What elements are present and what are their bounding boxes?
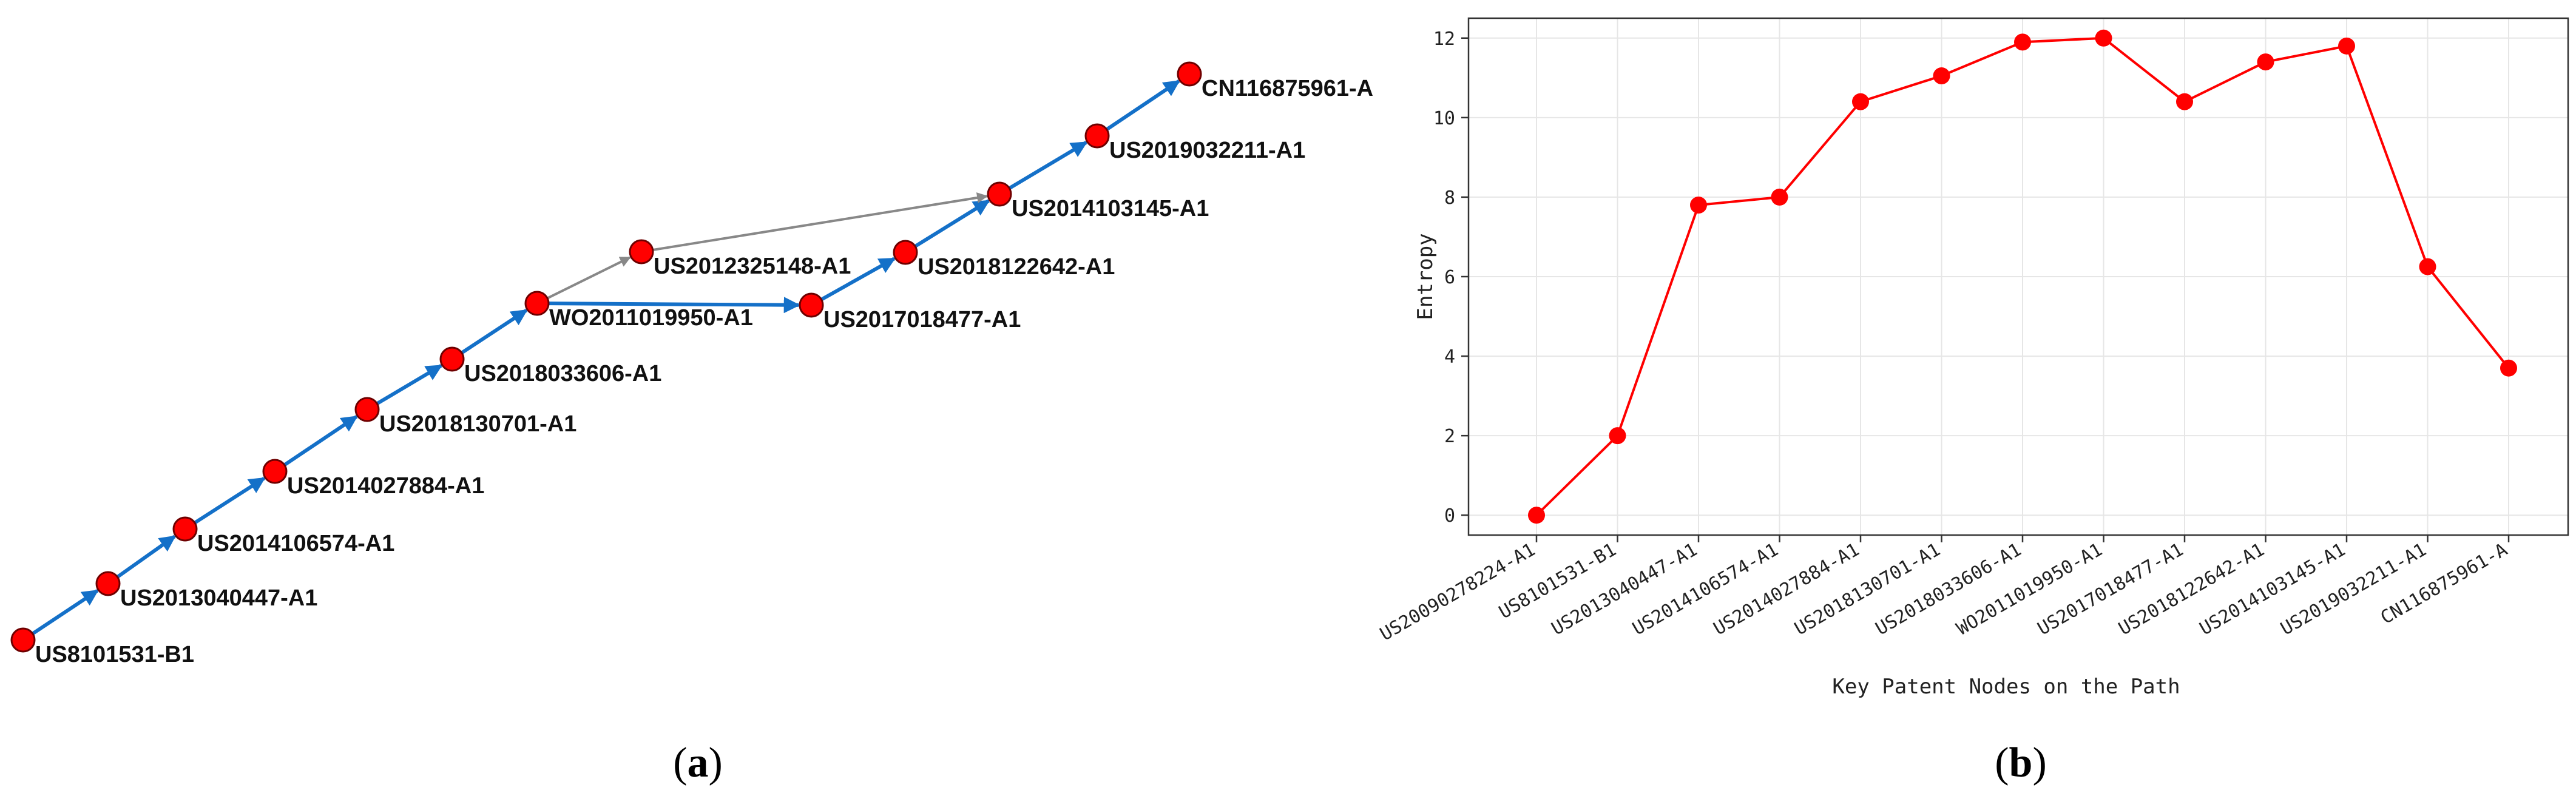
chart-y-ticks: 0 2 4 6 8 10 12 xyxy=(1433,29,1469,527)
entropy-data-point xyxy=(2500,359,2517,377)
network-edge-main xyxy=(116,534,177,579)
network-nodes xyxy=(10,61,1202,653)
chart-x-tick-label: US20090278224-A1 xyxy=(1376,539,1539,645)
chart-x-tick-label: US2017018477-A1 xyxy=(2034,539,2187,640)
network-edge-side xyxy=(652,192,989,251)
entropy-data-point xyxy=(1933,67,1950,85)
entropy-data-point xyxy=(2419,258,2436,275)
entropy-series-points xyxy=(1528,29,2517,524)
chart-y-tick-label: 2 xyxy=(1444,426,1455,447)
network-node-label: US2014103145-A1 xyxy=(1012,196,1209,221)
network-edge-main xyxy=(548,297,800,314)
network-node xyxy=(354,397,380,422)
network-edge-main xyxy=(194,476,266,525)
network-node xyxy=(262,459,288,484)
network-node xyxy=(987,181,1012,207)
network-node xyxy=(893,240,918,265)
network-node xyxy=(95,571,121,596)
network-node-label: US2018130701-A1 xyxy=(379,411,576,437)
network-edge-main xyxy=(914,199,990,248)
panel-b-entropy-chart: 0 2 4 6 8 10 12 US20090278224-A1US8101531-B1US… xyxy=(1376,17,2569,699)
network-edge-main xyxy=(1008,141,1088,190)
entropy-data-point xyxy=(1690,197,1707,214)
chart-x-tick-label: US2014106574-A1 xyxy=(1629,539,1782,640)
chart-y-tick-label: 4 xyxy=(1444,346,1455,368)
chart-x-ticks: US20090278224-A1US8101531-B1US2013040447… xyxy=(1376,535,2511,645)
network-node xyxy=(524,291,550,316)
panel-b-caption: (b) xyxy=(1995,740,2047,786)
chart-x-tick-label: US2013040447-A1 xyxy=(1548,539,1701,640)
network-edge-main xyxy=(283,415,358,467)
chart-y-tick-label: 6 xyxy=(1444,267,1455,288)
network-node xyxy=(1177,61,1202,87)
chart-x-tick-label: US2018130701-A1 xyxy=(1791,539,1944,640)
network-edges xyxy=(32,79,1180,635)
chart-x-tick-label: US2018122642-A1 xyxy=(2115,539,2268,640)
entropy-data-point xyxy=(2257,53,2274,71)
entropy-data-point xyxy=(1852,93,1869,110)
chart-x-tick-label: US2014103145-A1 xyxy=(2196,539,2349,640)
panel-a-caption-letter: a xyxy=(688,740,709,786)
entropy-data-point xyxy=(2095,29,2112,47)
chart-y-axis-title: Entropy xyxy=(1413,233,1438,320)
network-node-label: US2014027884-A1 xyxy=(287,473,484,499)
entropy-data-point xyxy=(2014,33,2031,51)
network-node xyxy=(10,627,36,653)
entropy-data-point xyxy=(1528,507,1545,524)
network-node-label: US2018033606-A1 xyxy=(464,361,661,386)
chart-x-tick-label: US2014027884-A1 xyxy=(1710,539,1863,640)
network-node xyxy=(1084,123,1110,149)
network-node-label: US2019032211-A1 xyxy=(1109,138,1305,163)
chart-x-axis-title: Key Patent Nodes on the Path xyxy=(1832,675,2180,699)
network-node xyxy=(439,346,465,372)
network-edge-main xyxy=(1106,79,1180,131)
chart-y-tick-label: 8 xyxy=(1444,187,1455,209)
network-node-label: US2014106574-A1 xyxy=(197,531,394,556)
network-edge-main xyxy=(32,589,99,635)
chart-x-tick-label: WO2011019950-A1 xyxy=(1953,539,2106,640)
network-node-label: CN116875961-A xyxy=(1202,76,1373,101)
chart-y-tick-label: 0 xyxy=(1444,505,1455,527)
panel-b-caption-letter: b xyxy=(2009,740,2033,786)
entropy-data-point xyxy=(1609,427,1626,445)
network-node-label: US2017018477-A1 xyxy=(823,307,1021,332)
chart-gridlines xyxy=(1469,18,2568,535)
network-edge-side xyxy=(547,256,631,300)
network-edge-main xyxy=(461,309,528,355)
network-node-label: US2012325148-A1 xyxy=(654,254,851,279)
network-node-label: US2018122642-A1 xyxy=(918,254,1115,280)
entropy-data-point xyxy=(2176,93,2193,110)
network-node xyxy=(629,239,654,265)
network-edge-main xyxy=(820,257,896,302)
network-node-label: US2013040447-A1 xyxy=(120,585,317,611)
network-node-label: US8101531-B1 xyxy=(35,642,194,667)
chart-x-tick-label: US2018033606-A1 xyxy=(1872,539,2025,640)
network-edge-main xyxy=(376,364,443,405)
entropy-data-point xyxy=(1771,188,1788,206)
entropy-data-point xyxy=(2338,37,2355,55)
network-node-label: WO2011019950-A1 xyxy=(549,305,753,331)
panel-a-caption: (a) xyxy=(673,740,723,786)
chart-y-tick-label: 10 xyxy=(1433,108,1455,129)
panel-a-network: US8101531-B1 US2013040447-A1 US2014106574-… xyxy=(10,61,1373,667)
network-node xyxy=(799,292,824,318)
chart-y-tick-label: 12 xyxy=(1433,29,1455,50)
network-node xyxy=(172,516,198,542)
network-node-labels: US8101531-B1 US2013040447-A1 US2014106574-… xyxy=(35,76,1373,667)
chart-x-tick-label: US2019032211-A1 xyxy=(2277,539,2430,640)
